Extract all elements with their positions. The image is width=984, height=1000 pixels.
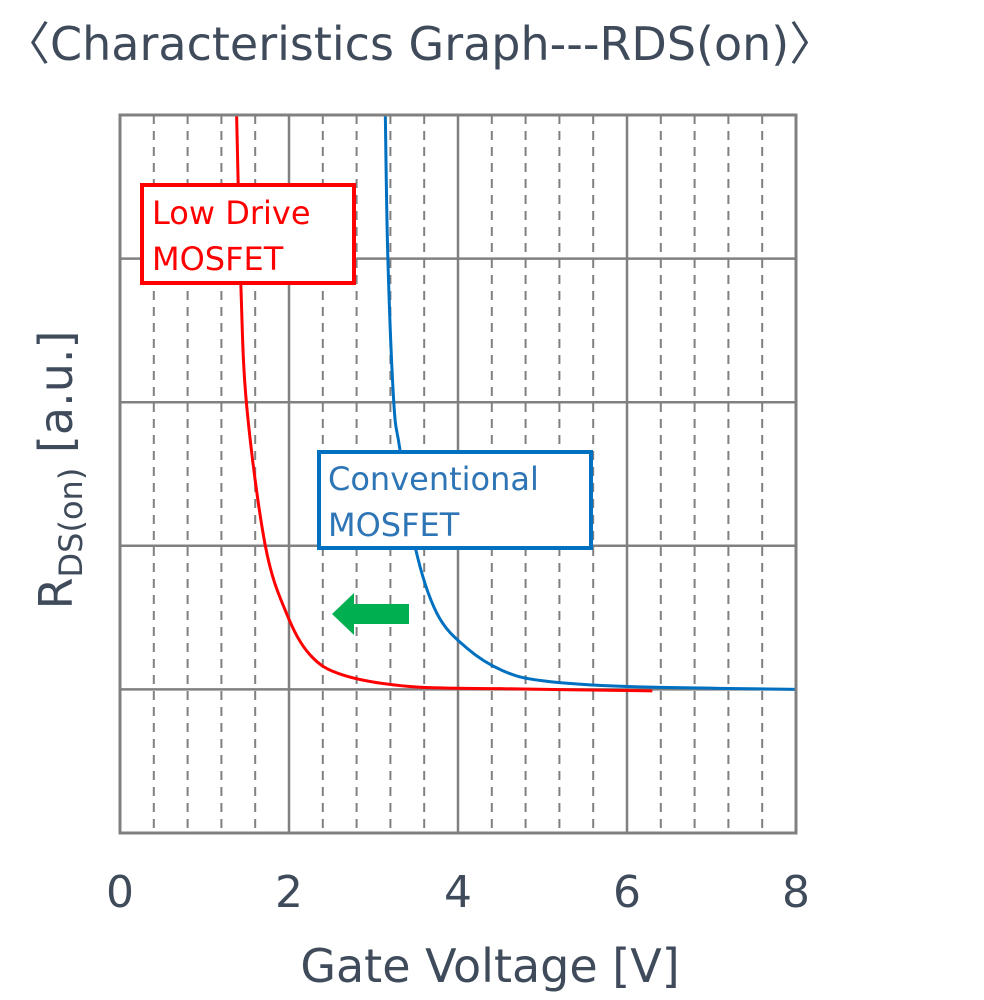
annotation-low-drive-line2: MOSFET [152, 240, 284, 278]
x-tick-labels: 0 2 4 6 8 [106, 867, 810, 918]
x-tick-label: 6 [613, 867, 641, 918]
series-line-1 [383, 114, 797, 691]
x-tick-label: 2 [275, 867, 303, 918]
series-line-0 [235, 114, 653, 693]
annotation-conventional-line2: MOSFET [328, 506, 460, 544]
series-lines [235, 114, 797, 693]
plot-frame [118, 113, 798, 835]
x-tick-label: 8 [782, 867, 810, 918]
annotation-low-drive-line1: Low Drive [152, 194, 311, 232]
annotation-conventional: Conventional MOSFET [317, 450, 593, 550]
shift-arrow-icon [332, 593, 409, 635]
chart-title: 〈Characteristics Graph---RDS(on)〉 [4, 17, 835, 71]
x-tick-label: 4 [444, 867, 472, 918]
annotation-low-drive: Low Drive MOSFET [140, 183, 356, 285]
x-tick-label: 0 [106, 867, 134, 918]
y-label-main: R [29, 577, 83, 609]
plot-border [118, 113, 798, 835]
x-axis-label: Gate Voltage [V] [300, 939, 679, 993]
svg-text:RDS(on) [a.u.]: RDS(on) [a.u.] [29, 331, 90, 610]
annotation-conventional-line1: Conventional [328, 460, 539, 498]
y-axis-label: RDS(on) [a.u.] [29, 331, 90, 610]
y-label-sub: DS(on) [52, 468, 90, 578]
y-label-unit: [a.u.] [29, 331, 83, 468]
